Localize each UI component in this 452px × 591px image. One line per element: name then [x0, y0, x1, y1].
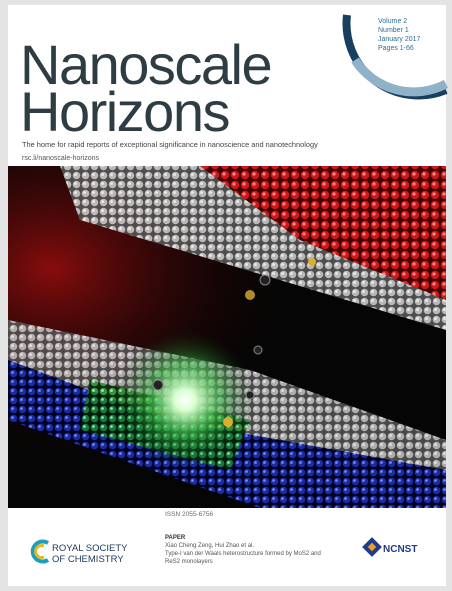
partner: NCNST — [383, 544, 417, 555]
date: January 2017 — [378, 36, 421, 43]
publisher: OF CHEMISTRY — [52, 554, 124, 565]
pages: Pages 1-66 — [378, 45, 414, 52]
ncnst-logo — [362, 537, 382, 557]
tagline: The home for rapid reports of exceptiona… — [22, 140, 318, 149]
publisher: ROYAL SOCIETY — [52, 543, 128, 554]
paper-title: Type-I van der Waals heterostructure for… — [165, 551, 321, 557]
title: Horizons — [20, 80, 229, 143]
issn: ISSN 2055-6756 — [165, 511, 213, 518]
paper-title: ReS2 monolayers — [165, 559, 213, 565]
cover-image — [8, 166, 446, 508]
rsc-logo — [30, 539, 50, 564]
title: Nanoscale — [20, 33, 271, 96]
volume: Volume 2 — [378, 18, 407, 25]
volume-arc — [342, 14, 449, 100]
number: Number 1 — [378, 27, 409, 34]
paper-authors: Xiao Cheng Zeng, Hui Zhao et al. — [165, 543, 254, 549]
url: rsc.li/nanoscale-horizons — [22, 155, 100, 162]
paper-label: PAPER — [165, 535, 186, 541]
